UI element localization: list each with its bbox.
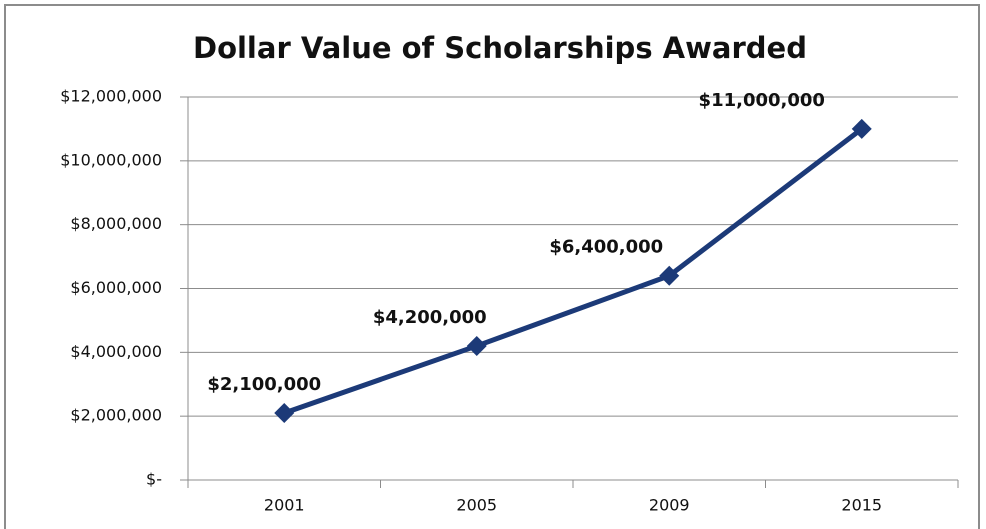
- x-tick-label: 2001: [264, 496, 305, 515]
- y-tick-label: $-: [146, 470, 162, 489]
- marker: [851, 118, 872, 139]
- y-tick-label: $12,000,000: [60, 87, 162, 106]
- y-tick-label: $10,000,000: [60, 150, 162, 169]
- y-tick-label: $6,000,000: [70, 278, 162, 297]
- line: [283, 126, 864, 416]
- chart-title: Dollar Value of Scholarships Awarded: [193, 31, 807, 65]
- y-tick-label: $4,000,000: [70, 342, 162, 361]
- y-tick-label: $2,000,000: [70, 406, 162, 425]
- marker: [466, 335, 487, 356]
- data-label: $6,400,000: [549, 237, 663, 258]
- x-tick-label: 2009: [649, 496, 690, 515]
- x-tick-label: 2005: [456, 496, 497, 515]
- y-tick-label: $8,000,000: [70, 214, 162, 233]
- data-label: $2,100,000: [207, 374, 321, 395]
- marker: [659, 265, 680, 286]
- chart-border: [4, 4, 980, 529]
- marker: [274, 402, 295, 423]
- x-tick-label: 2015: [841, 496, 882, 515]
- data-label: $4,200,000: [373, 307, 487, 328]
- data-label: $11,000,000: [699, 90, 825, 111]
